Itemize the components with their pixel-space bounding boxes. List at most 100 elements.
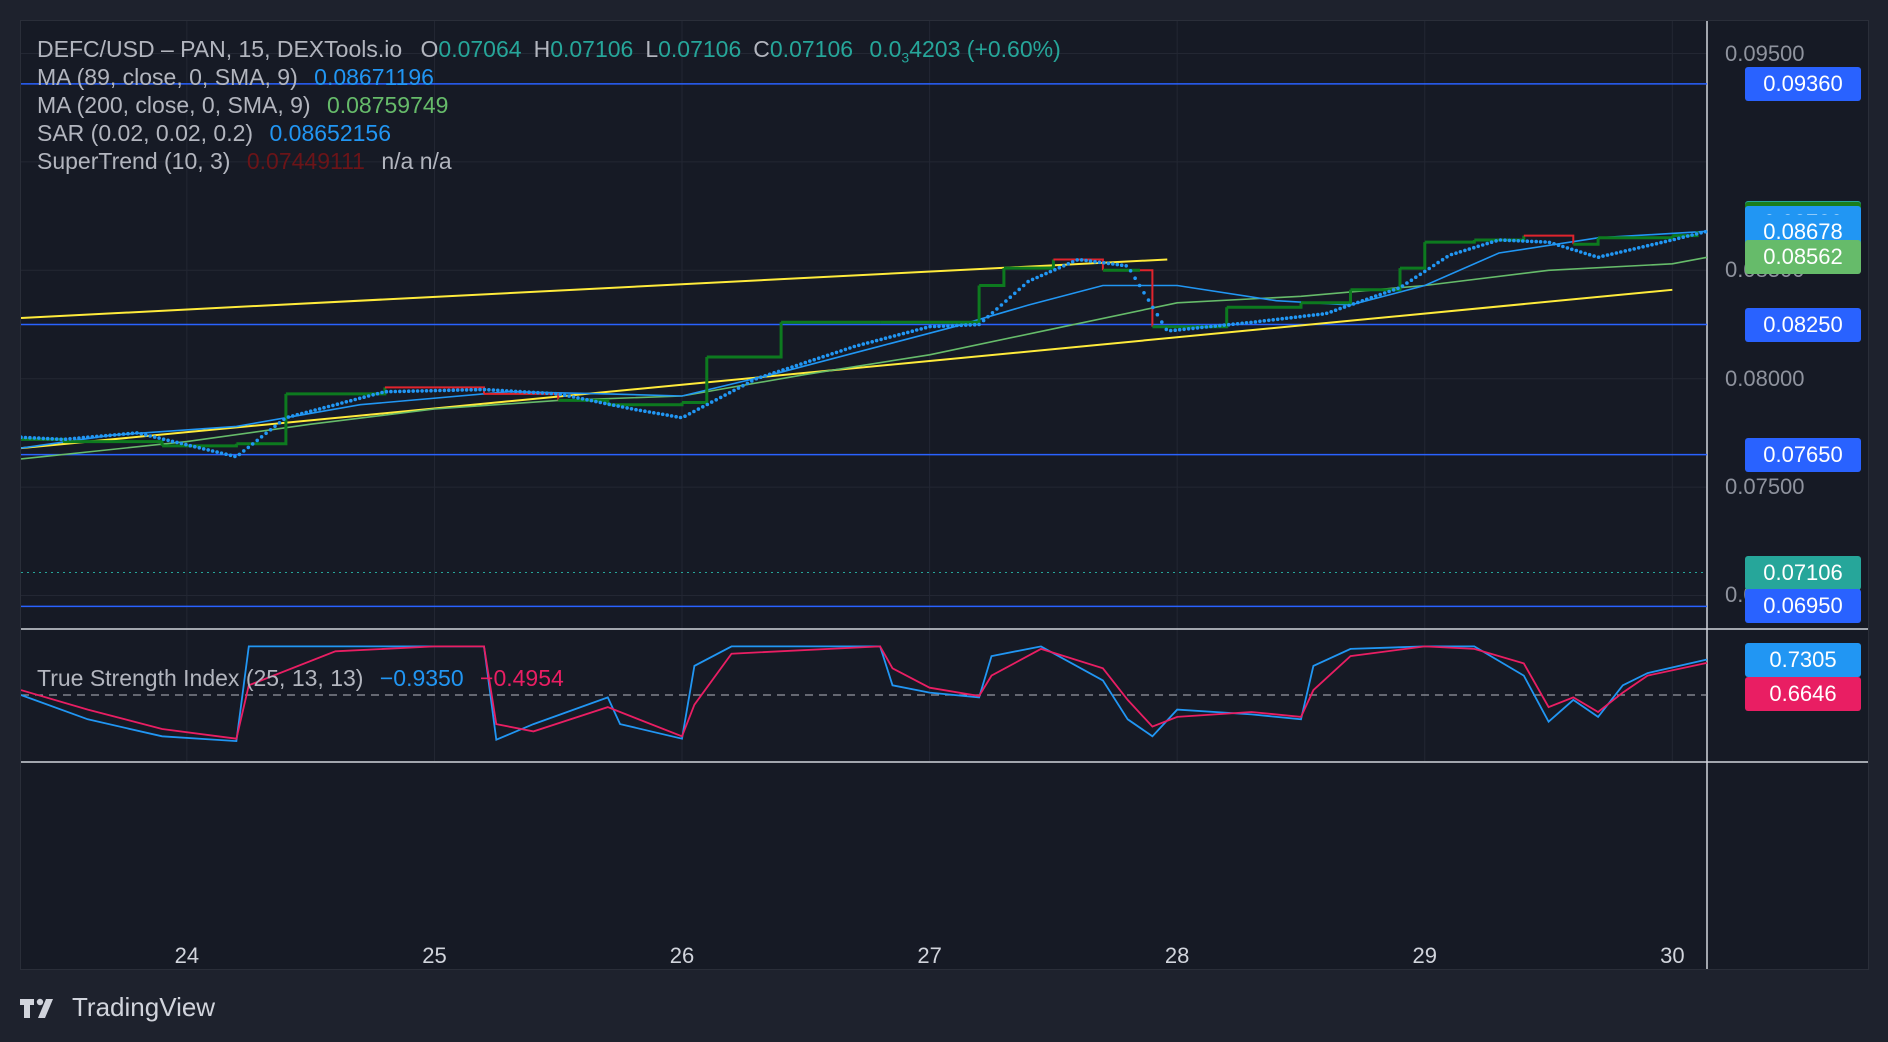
legend-ohlc-key: L (645, 36, 659, 62)
price-label: 0.6646 (1745, 676, 1861, 711)
sar-point (1601, 254, 1605, 258)
sar-point (1186, 327, 1191, 331)
sar-point (576, 396, 580, 400)
sar-point (1093, 259, 1097, 264)
sar-point (549, 391, 554, 396)
sar-point (821, 354, 825, 359)
sar-point (536, 390, 540, 395)
sar-point (1596, 255, 1601, 259)
sar-point (157, 436, 161, 440)
trendline (21, 288, 1673, 450)
sar-point (763, 374, 767, 378)
legend-sar[interactable]: SAR (0.02, 0.02, 0.2) 0.08652156 (37, 119, 391, 147)
sar-point (1316, 312, 1320, 317)
sar-point (598, 400, 603, 405)
legend-tsi[interactable]: True Strength Index (25, 13, 13) −0.9350… (37, 664, 564, 692)
sar-point (389, 389, 393, 394)
legend-supertrend[interactable]: SuperTrend (10, 3) 0.07449111 n/a n/a (37, 147, 452, 175)
sar-point (175, 440, 179, 445)
price-label: 0.08250 (1745, 307, 1861, 342)
sar-point (1614, 251, 1619, 255)
sar-point (429, 388, 433, 393)
sar-point (1280, 316, 1284, 321)
sar-point (1703, 229, 1708, 234)
supertrend-segment (607, 402, 684, 407)
sar-point (687, 412, 692, 416)
sar-point (1369, 295, 1374, 300)
supertrend-segment (484, 392, 560, 401)
sar-point (63, 437, 68, 442)
sar-point (1650, 242, 1654, 247)
sar-point (1311, 313, 1316, 317)
sar-point (883, 336, 888, 341)
sar-point (1547, 240, 1552, 245)
sar-point (1472, 245, 1476, 250)
sar-point (1365, 297, 1369, 302)
sar-point (865, 341, 870, 345)
sar-point (1641, 245, 1645, 249)
sar-point (1320, 312, 1325, 316)
supertrend-segment (979, 268, 1006, 287)
sar-point (852, 344, 857, 349)
sar-point (95, 434, 99, 439)
sar-point (955, 323, 959, 328)
price-label: 0.7305 (1745, 642, 1861, 677)
ma89-line (21, 230, 1708, 449)
legend-ma89[interactable]: MA (89, close, 0, SMA, 9) 0.08671196 (37, 63, 434, 91)
legend-ma200[interactable]: MA (200, close, 0, SMA, 9) 0.08759749 (37, 91, 448, 119)
sar-point (1204, 325, 1209, 329)
sar-point (1267, 318, 1271, 323)
sar-point (384, 389, 389, 394)
sar-point (643, 409, 647, 414)
price-axis-tick: 0.09500 (1725, 40, 1805, 66)
supertrend-segment (929, 285, 981, 324)
sar-point (193, 444, 197, 449)
sar-point (1293, 315, 1298, 320)
sar-point (68, 437, 72, 441)
time-axis-label: 25 (422, 943, 447, 968)
sar-point (139, 432, 144, 436)
sar-point (86, 435, 90, 440)
sar-point (678, 415, 683, 420)
sar-point (1106, 261, 1111, 266)
sar-point (1382, 291, 1387, 295)
sar-point (964, 323, 968, 327)
supertrend-segment (384, 386, 485, 394)
sar-point (897, 332, 901, 337)
legend-change-sub: 3 (901, 49, 910, 66)
trendline (21, 258, 1168, 319)
sar-point (620, 405, 625, 409)
sar-point (816, 356, 821, 361)
sar-point (1164, 327, 1169, 332)
sar-point (398, 389, 402, 394)
brand-footer[interactable]: TradingView (20, 992, 215, 1023)
sar-point (799, 362, 803, 366)
sar-point (1191, 326, 1195, 331)
sar-point (870, 340, 874, 344)
chart-panel[interactable]: DEFC/USD – PAN, 15, DEXTools.io O0.07064… (20, 20, 1869, 970)
supertrend-segment (1226, 302, 1303, 309)
sar-point (1654, 241, 1659, 246)
sar-point (1146, 298, 1151, 302)
sar-point (1173, 328, 1177, 333)
sar-point (990, 311, 995, 315)
time-axis-label: 30 (1660, 943, 1685, 968)
sar-point (705, 402, 710, 407)
sar-point (1694, 232, 1699, 236)
sar-point (77, 436, 81, 440)
sar-point (919, 327, 923, 331)
sar-point (718, 395, 723, 400)
supertrend-segment (1140, 269, 1154, 327)
price-label: 0.07650 (1745, 437, 1861, 472)
sar-point (447, 388, 451, 393)
sar-point (652, 411, 656, 415)
legend-ohlc-value: 0.07064 (438, 36, 522, 62)
chart-canvas[interactable] (21, 21, 1869, 970)
sar-point (1414, 275, 1418, 279)
sar-point (509, 389, 513, 393)
sar-point (41, 436, 46, 441)
sar-point (1333, 308, 1338, 313)
legend-ohlc-c: C0.07106 (753, 36, 853, 62)
sar-point (1583, 251, 1587, 256)
sar-point (1324, 311, 1329, 316)
